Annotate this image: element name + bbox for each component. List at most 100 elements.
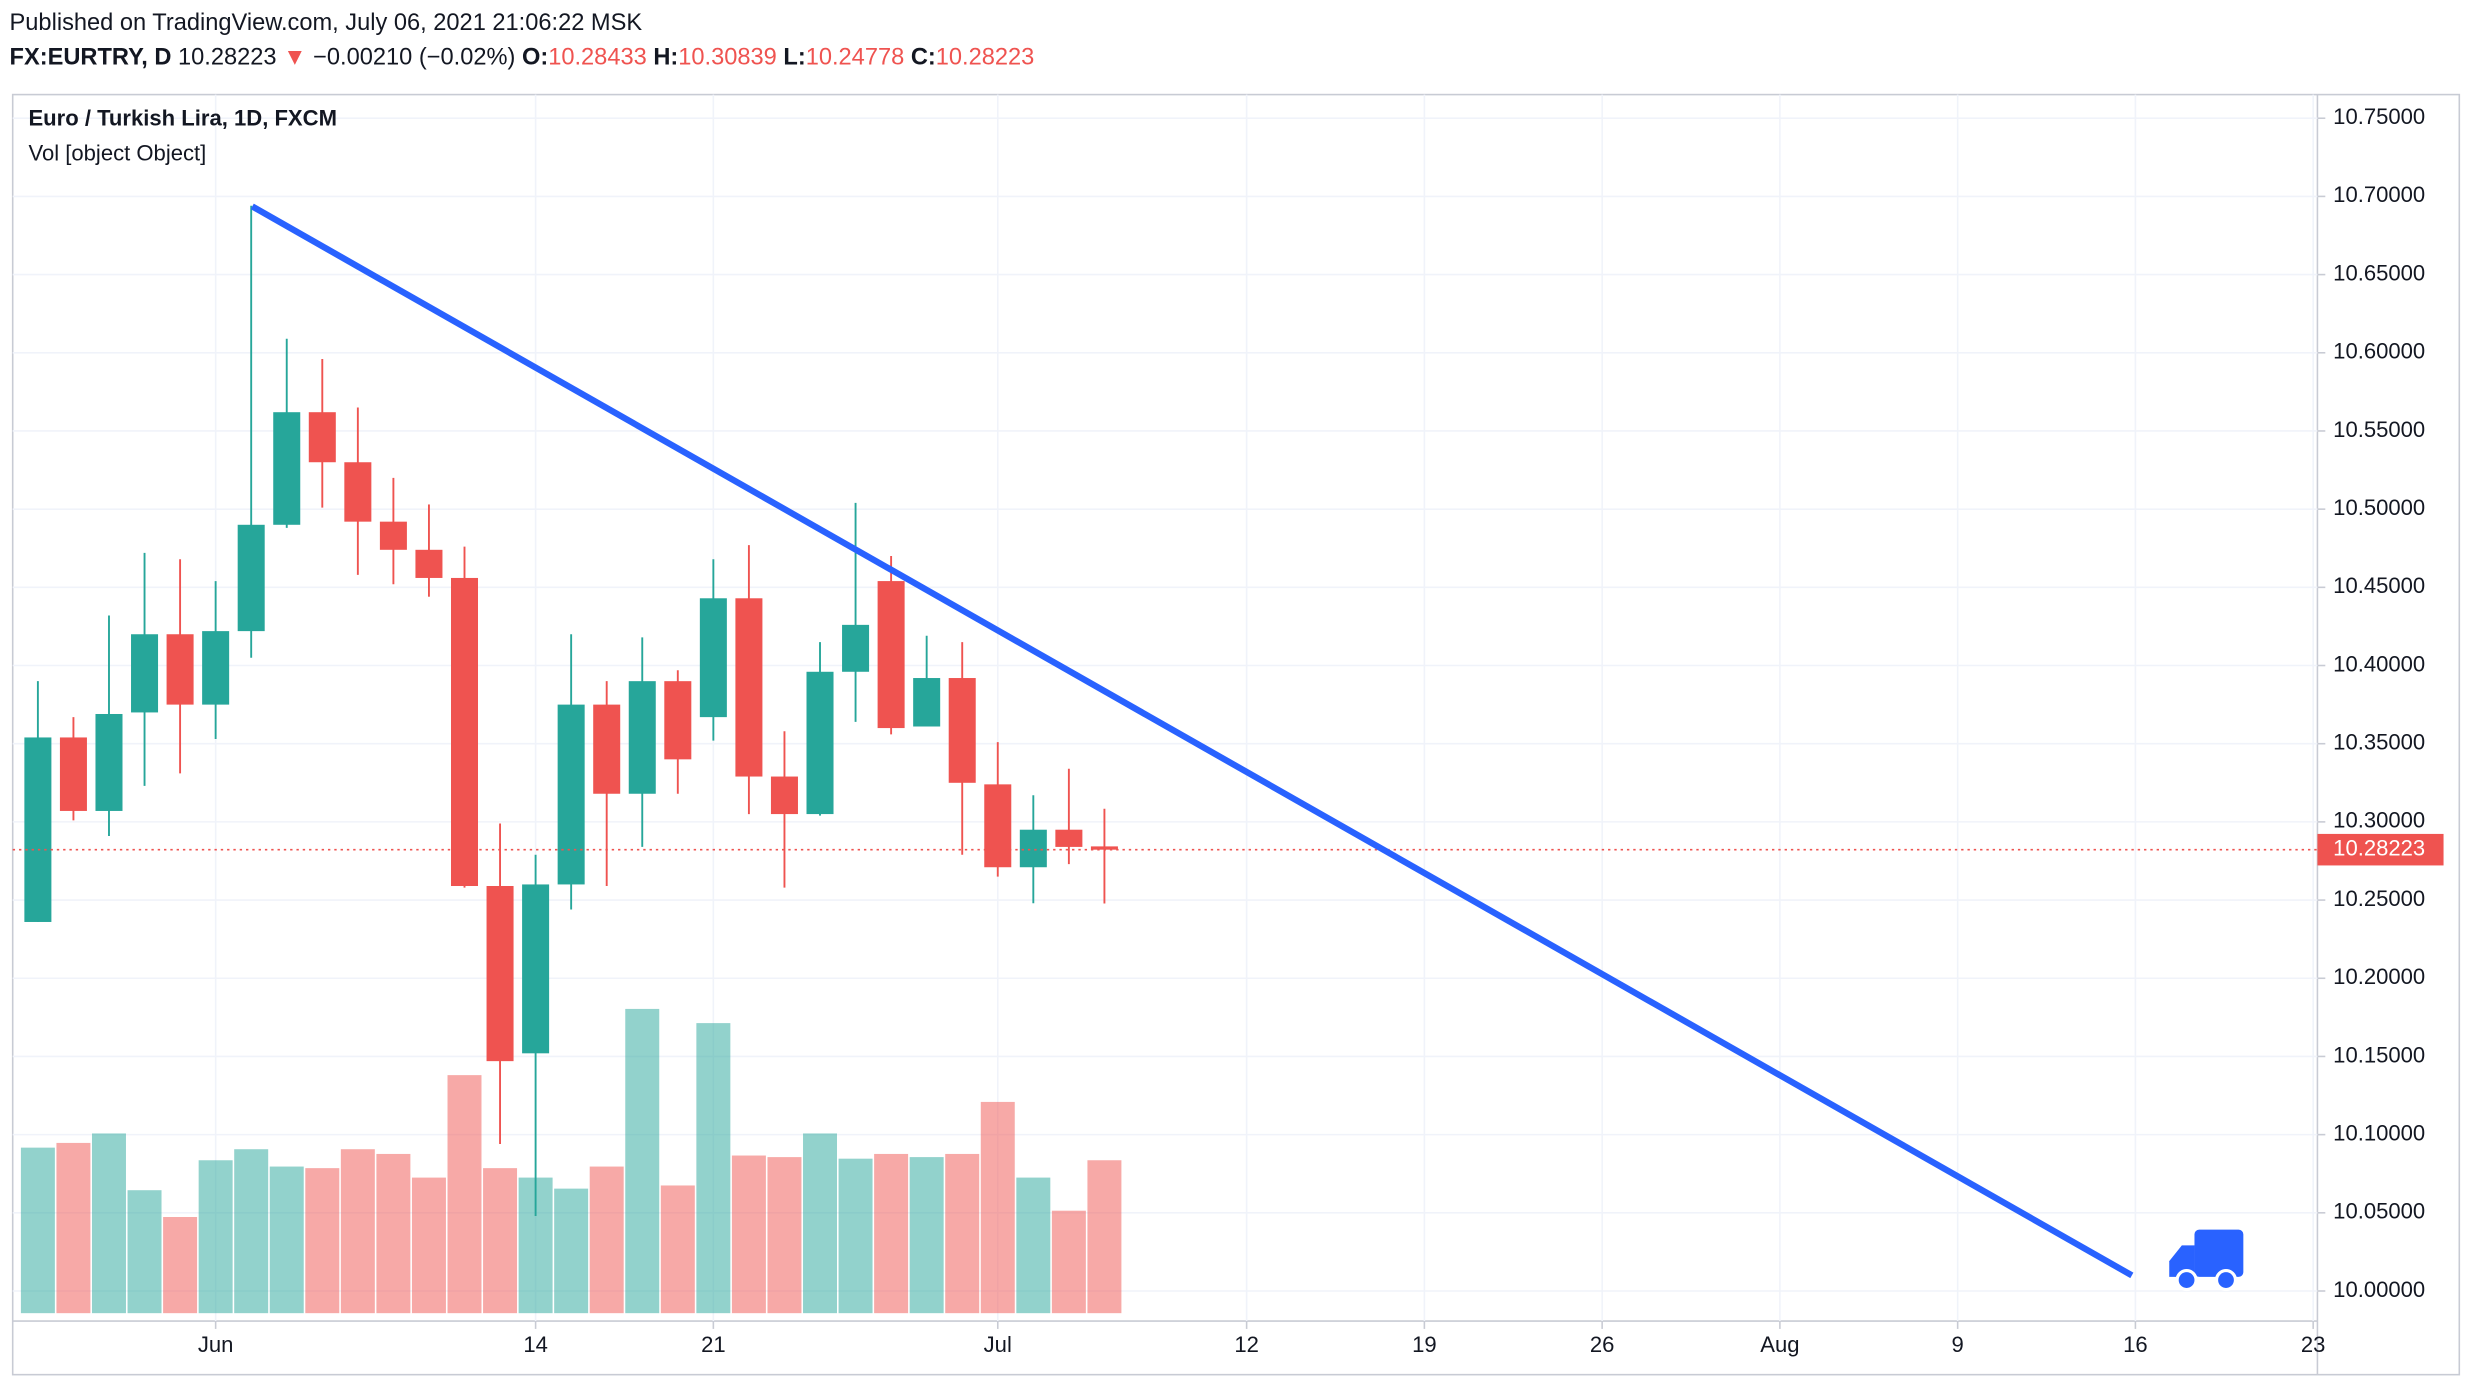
x-tick-label: 16	[2123, 1332, 2148, 1357]
volume-bar	[340, 1149, 375, 1314]
x-tick-label: 12	[1234, 1332, 1259, 1357]
last-price-tag	[2317, 833, 2444, 866]
volume-bar	[1087, 1160, 1122, 1314]
y-tick-label: 10.55000	[2333, 417, 2425, 442]
y-tick-label: 10.70000	[2333, 182, 2425, 207]
x-tick-label: Jun	[198, 1332, 234, 1357]
y-tick-label: 10.05000	[2333, 1199, 2425, 1224]
volume-bar	[838, 1158, 873, 1314]
grid: 10.00000 10.05000 10.10000 10.15000 10.20000…	[12, 94, 2425, 1357]
candle-body	[95, 713, 123, 811]
symbol-line: FX:EURTRY, D 10.28223 ▼ −0.00210 (−0.02%…	[10, 45, 1035, 71]
y-tick-label: 10.50000	[2333, 495, 2425, 520]
candle-body	[842, 624, 870, 672]
candle-body	[557, 704, 585, 885]
close-label: C:	[911, 45, 936, 71]
y-tick-label: 10.25000	[2333, 886, 2425, 911]
candle-body	[1019, 829, 1047, 868]
plot: 10.28223	[12, 203, 2444, 1314]
volume-bar	[767, 1157, 802, 1314]
candle-body	[699, 598, 727, 718]
x-tick-label: 9	[1952, 1332, 1964, 1357]
volume-bar	[625, 1008, 660, 1314]
x-tick-label: 19	[1412, 1332, 1437, 1357]
open-label: O:	[522, 45, 548, 71]
last-price-label: 10.28223	[2333, 836, 2425, 861]
x-tick-label: Aug	[1760, 1332, 1799, 1357]
candle-body	[877, 581, 905, 729]
x-tick-label: 21	[701, 1332, 726, 1357]
candle-body	[131, 634, 159, 713]
candle-body	[415, 549, 443, 578]
candle-body	[237, 524, 265, 632]
close-value: 10.28223	[936, 45, 1035, 71]
symbol: FX:EURTRY, D	[10, 45, 172, 71]
chart-frame	[11, 93, 2461, 1376]
candle-body	[522, 884, 550, 1054]
candle-body	[735, 598, 763, 777]
candle-body	[486, 886, 514, 1062]
volume-bar	[234, 1149, 269, 1314]
candle-body	[806, 671, 834, 815]
volume-bar	[483, 1168, 518, 1314]
volume-bar	[56, 1142, 91, 1314]
volume-bar	[874, 1153, 909, 1314]
candle-body	[948, 678, 976, 783]
candle-body	[770, 776, 798, 815]
x-tick-label: 26	[1590, 1332, 1615, 1357]
high-label: H:	[653, 45, 678, 71]
candle-body	[1090, 846, 1118, 850]
volume-bar	[980, 1101, 1015, 1314]
y-tick-label: 10.35000	[2333, 730, 2425, 755]
candle-body	[59, 737, 87, 811]
chart-title: Euro / Turkish Lira, 1D, FXCM	[28, 106, 337, 131]
volume-bar	[1051, 1210, 1086, 1314]
y-tick-label: 10.75000	[2333, 104, 2425, 129]
volume-bar	[411, 1177, 446, 1314]
volume-bar	[554, 1188, 589, 1314]
candle-body	[344, 462, 372, 522]
y-tick-label: 10.20000	[2333, 964, 2425, 989]
volume-bar	[305, 1168, 340, 1314]
candle-body	[1055, 829, 1083, 847]
candle-body	[664, 681, 692, 760]
volume-bar	[127, 1190, 162, 1314]
volume-bar	[1016, 1177, 1051, 1314]
volume-bar	[376, 1153, 411, 1314]
volume-bar	[731, 1155, 766, 1314]
change-arrow: ▼	[283, 45, 306, 71]
candle-body	[273, 412, 301, 525]
y-tick-label: 10.65000	[2333, 260, 2425, 285]
volume-bar	[660, 1185, 695, 1314]
candle-body	[379, 521, 407, 550]
candle-body	[628, 681, 656, 794]
trendline	[250, 203, 2134, 1279]
volume-bar	[163, 1217, 198, 1314]
volume-bar	[20, 1147, 55, 1314]
volume-bar	[589, 1166, 624, 1314]
candle-body	[913, 678, 941, 727]
candle-body	[593, 704, 621, 794]
y-tick-label: 10.45000	[2333, 573, 2425, 598]
x-tick-label: 14	[523, 1332, 548, 1357]
volume-bar	[198, 1160, 233, 1314]
y-tick-label: 10.60000	[2333, 339, 2425, 364]
open-value: 10.28433	[548, 45, 647, 71]
candle-body	[202, 631, 230, 705]
candle-body	[308, 412, 336, 463]
candle-body	[166, 634, 194, 705]
volume-bar	[909, 1157, 944, 1314]
volume-bar	[945, 1153, 980, 1314]
volume-bar	[91, 1133, 126, 1314]
candle-body	[450, 577, 479, 887]
x-tick-label: 23	[2301, 1332, 2326, 1357]
candle-body	[984, 784, 1012, 868]
volume-bar	[696, 1023, 731, 1314]
y-tick-label: 10.15000	[2333, 1042, 2425, 1067]
y-tick-label: 10.40000	[2333, 651, 2425, 676]
y-tick-label: 10.30000	[2333, 808, 2425, 833]
x-tick-label: Jul	[984, 1332, 1012, 1357]
low-label: L:	[783, 45, 805, 71]
y-tick-label: 10.00000	[2333, 1277, 2425, 1302]
